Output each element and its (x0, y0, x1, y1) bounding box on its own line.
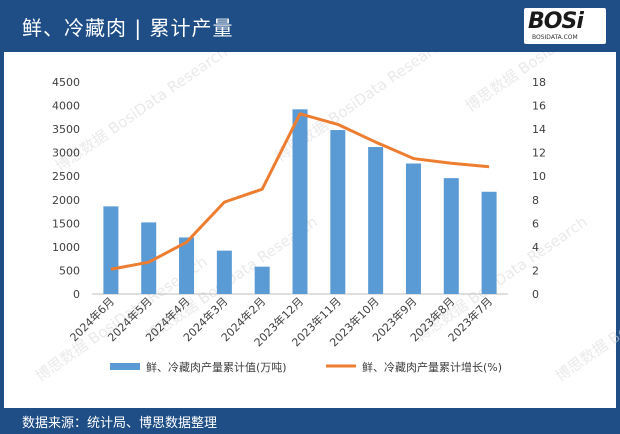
growth-line (110, 112, 490, 271)
bar-series (103, 109, 497, 294)
logo-subtext: BOSIDATA.COM (532, 34, 578, 41)
watermark-text: 博思数据 BosiData Research (552, 253, 620, 386)
right-border (616, 52, 620, 408)
right-tick-label: 10 (532, 170, 546, 183)
bar (216, 250, 232, 294)
bar (405, 163, 421, 294)
bar (330, 130, 346, 294)
header-bar: 鲜、冷藏肉 | 累计产量 BOSi BOSIDATA.COM (0, 0, 620, 52)
bar (481, 191, 497, 294)
left-border (0, 52, 4, 408)
bar (292, 109, 308, 294)
data-source: 数据来源：统计局、博思数据整理 (22, 416, 218, 431)
legend-line-label: 鲜、冷藏肉产量累计增长(%) (362, 360, 502, 374)
right-tick-label: 8 (532, 194, 539, 207)
legend: 鲜、冷藏肉产量累计值(万吨) 鲜、冷藏肉产量累计增长(%) (110, 360, 502, 374)
right-axis: 0 2 4 6 8 10 12 14 16 18 (532, 76, 546, 301)
bar (141, 222, 157, 294)
left-tick-label: 1500 (52, 217, 80, 230)
right-tick-label: 14 (532, 123, 546, 136)
logo-text: BOSi (528, 9, 584, 34)
bar (443, 178, 459, 294)
legend-bar-label: 鲜、冷藏肉产量累计值(万吨) (146, 360, 287, 374)
footer-bar: 数据来源：统计局、博思数据整理 (0, 408, 620, 434)
left-tick-label: 1000 (52, 241, 80, 254)
bar (103, 206, 119, 294)
right-tick-label: 6 (532, 217, 539, 230)
left-tick-label: 4500 (52, 76, 80, 89)
left-tick-label: 2500 (52, 170, 80, 183)
watermark-text: 博思数据 BosiData Research (412, 213, 591, 346)
right-tick-label: 0 (532, 288, 539, 301)
left-tick-label: 4000 (52, 100, 80, 113)
right-tick-label: 2 (532, 264, 539, 277)
bar (254, 266, 270, 294)
right-tick-label: 12 (532, 147, 546, 160)
left-tick-label: 3500 (52, 123, 80, 136)
page-title: 鲜、冷藏肉 | 累计产量 (22, 16, 234, 40)
right-tick-label: 16 (532, 100, 546, 113)
bar (368, 147, 384, 294)
bar (179, 237, 195, 294)
combo-chart: 博思数据 BosiData Research 博思数据 BosiData Rese… (32, 52, 620, 386)
right-tick-label: 4 (532, 241, 539, 254)
left-axis: 0 500 1000 1500 2000 2500 3000 3500 4000 4500 (52, 76, 80, 301)
brand-logo: BOSi BOSIDATA.COM (524, 8, 606, 44)
legend-bar-swatch (110, 363, 140, 370)
left-tick-label: 0 (73, 288, 80, 301)
right-tick-label: 18 (532, 76, 546, 89)
left-tick-label: 500 (59, 264, 80, 277)
left-tick-label: 3000 (52, 147, 80, 160)
left-tick-label: 2000 (52, 194, 80, 207)
